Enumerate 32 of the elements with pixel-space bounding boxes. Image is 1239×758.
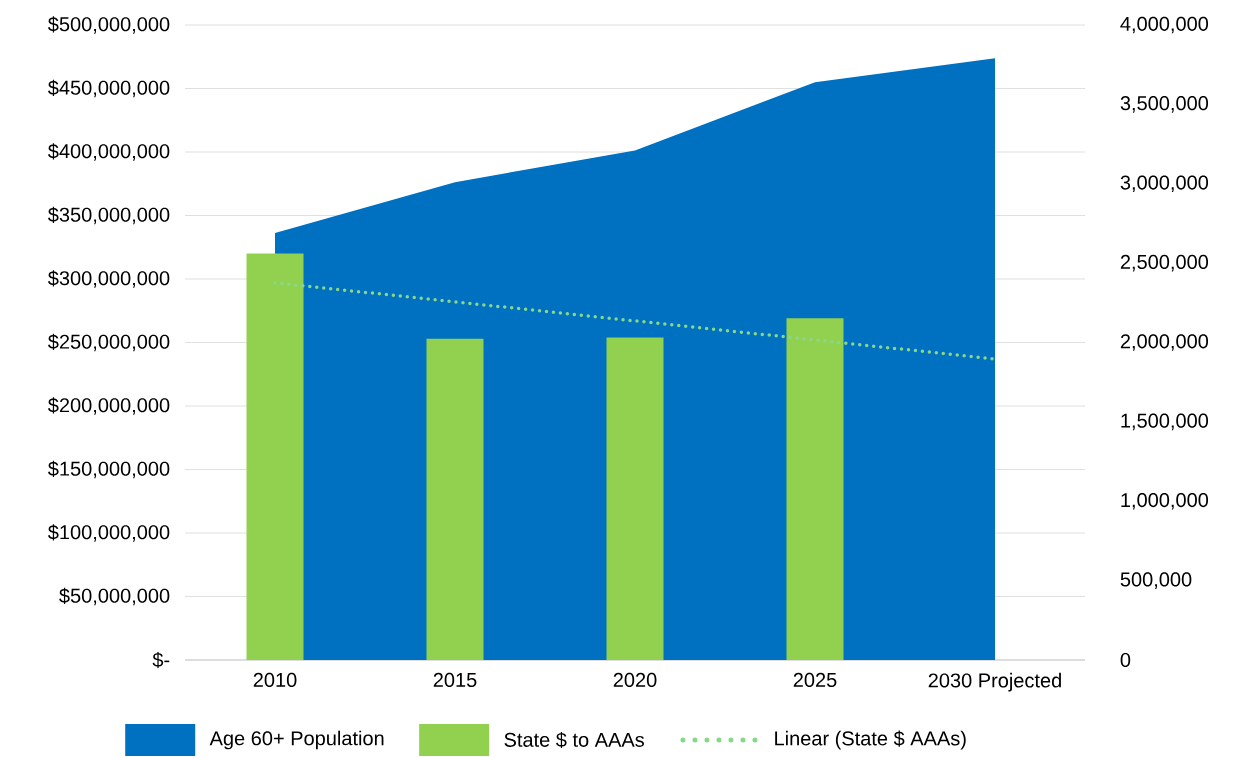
y2-tick-label: 4,000,000 xyxy=(1120,16,1209,34)
y2-tick-label: 2,000,000 xyxy=(1120,334,1209,351)
x-tick-label: 2025 xyxy=(793,672,837,688)
y-tick-label: $500,000,000 xyxy=(48,16,170,34)
bar xyxy=(786,318,844,660)
y-tick-label: $350,000,000 xyxy=(48,206,170,225)
y-tick-label: $400,000,000 xyxy=(48,143,170,161)
x-tick-label: 2030 Projected xyxy=(928,672,1061,692)
y2-tick-label: 3,500,000 xyxy=(1120,96,1209,113)
y-tick-label: $250,000,000 xyxy=(48,333,170,352)
x-tick-label: 2015 xyxy=(433,672,477,688)
legend-label: State $ to AAAs xyxy=(504,731,644,749)
y-tick-label: $300,000,000 xyxy=(48,270,170,288)
y2-tick-label: 1,500,000 xyxy=(1121,413,1209,431)
bar xyxy=(606,337,664,660)
y2-tick-label: 1,000,000 xyxy=(1121,492,1209,510)
y-tick-label: $100,000,000 xyxy=(48,524,170,542)
y2-tick-label: 3,000,000 xyxy=(1120,175,1209,193)
bar xyxy=(246,253,304,660)
y-tick-label: $50,000,000 xyxy=(59,587,170,606)
y-tick-label: $- xyxy=(152,651,170,669)
bar xyxy=(426,338,484,660)
y2-tick-label: 500,000 xyxy=(1120,572,1192,589)
y-tick-label: $150,000,000 xyxy=(48,460,170,479)
y-tick-label: $200,000,000 xyxy=(48,397,170,415)
x-tick-label: 2010 xyxy=(253,672,297,688)
y-tick-label: $450,000,000 xyxy=(48,79,170,98)
y2-tick-label: 2,500,000 xyxy=(1120,254,1209,272)
x-tick-label: 2020 xyxy=(613,672,657,688)
y2-tick-label: 0 xyxy=(1120,652,1131,668)
legend-label: Linear (State $ AAAs) xyxy=(775,730,966,750)
legend-label: Age 60+ Population xyxy=(209,730,384,750)
